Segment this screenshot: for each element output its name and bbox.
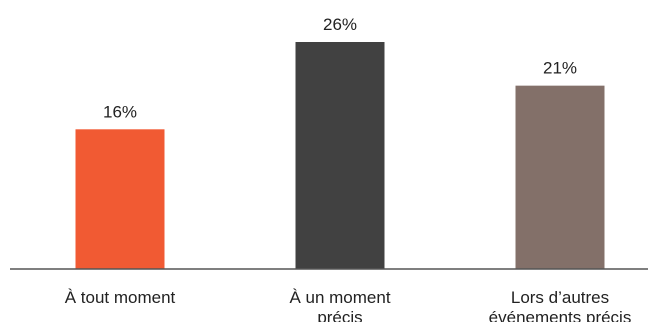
bar-3	[515, 85, 605, 270]
category-label-3-line-1: Lors d’autres	[511, 288, 609, 307]
category-label-2-line-2: précis	[317, 308, 362, 322]
bar-2	[295, 42, 385, 269]
category-label-3-line-2: événements précis	[489, 308, 632, 322]
value-label-2: 26%	[323, 15, 357, 34]
value-label-3: 21%	[543, 59, 577, 78]
bars-group	[75, 42, 605, 270]
value-label-1: 16%	[103, 102, 137, 121]
category-label-2-line-1: À un moment	[289, 288, 390, 307]
category-label-1-line-1: À tout moment	[65, 288, 176, 307]
value-labels-group: 16% 26% 21%	[103, 15, 577, 121]
bar-1	[75, 129, 165, 269]
